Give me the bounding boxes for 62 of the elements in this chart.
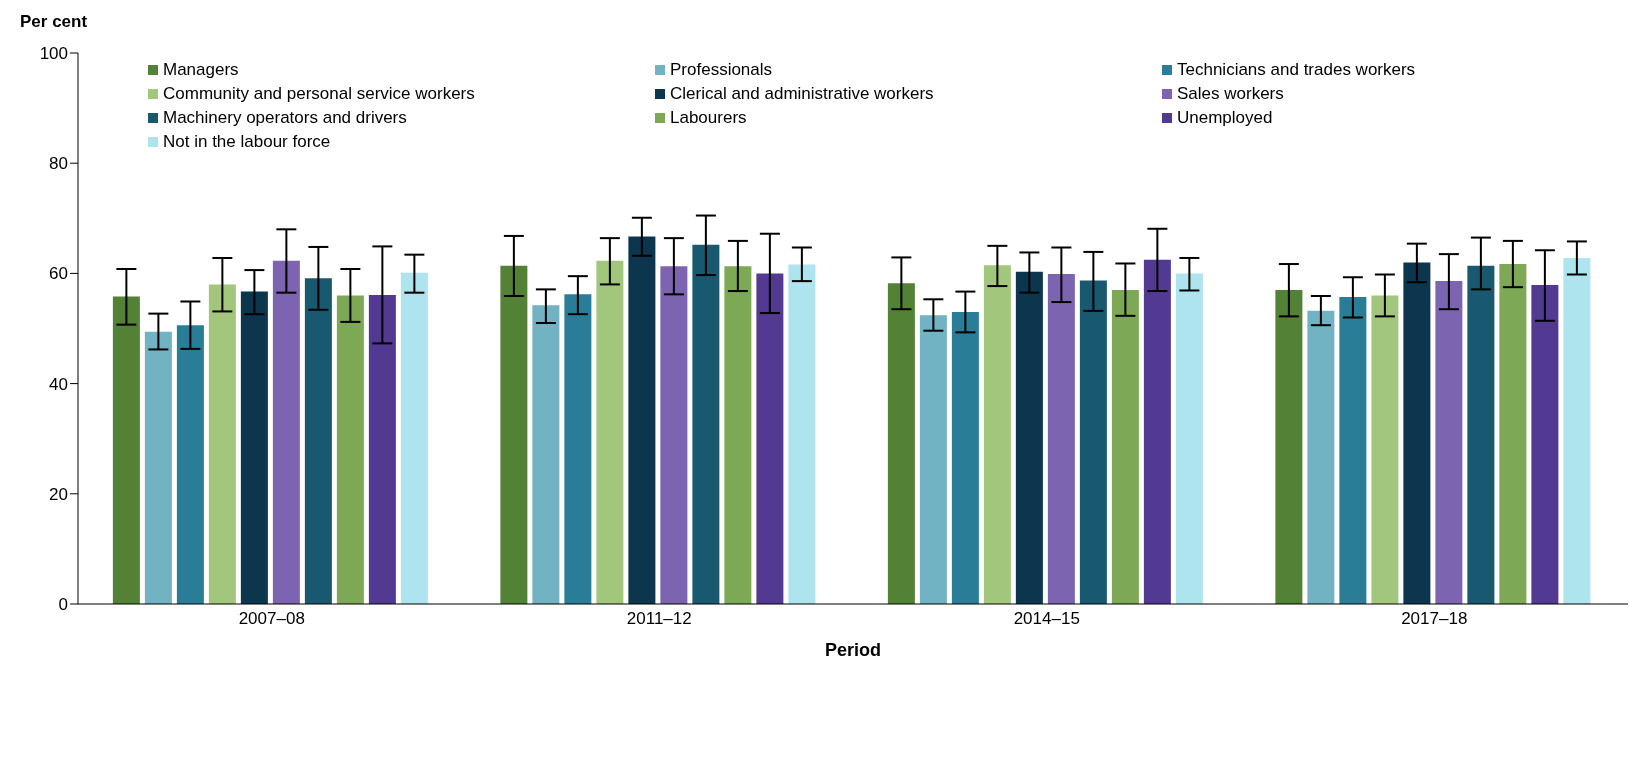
bar — [368, 294, 396, 604]
bar — [1275, 289, 1303, 604]
bar — [1499, 264, 1527, 604]
bar — [724, 266, 752, 604]
bar — [1435, 281, 1463, 604]
bar — [400, 272, 428, 604]
bar — [692, 244, 720, 604]
bar — [1467, 265, 1495, 604]
legend-label: Not in the labour force — [163, 132, 331, 152]
bar — [1531, 284, 1559, 604]
y-axis-title: Per cent — [20, 12, 88, 32]
bar — [336, 295, 364, 604]
legend-label: Technicians and trades workers — [1177, 60, 1416, 80]
bar — [1111, 289, 1139, 604]
legend-label: Labourers — [670, 108, 747, 128]
bar — [176, 325, 204, 604]
bar — [1175, 273, 1203, 604]
bar — [887, 283, 915, 604]
bar — [240, 291, 268, 604]
x-tick-label: 2017–18 — [1401, 609, 1468, 629]
x-axis-title: Period — [824, 640, 882, 660]
bar — [1047, 273, 1075, 604]
bar — [1563, 257, 1591, 604]
bar — [983, 265, 1011, 604]
bar — [500, 265, 528, 604]
legend-label: Unemployed — [1177, 108, 1273, 128]
bar — [660, 266, 688, 604]
bar — [919, 315, 947, 604]
bar — [1143, 259, 1171, 604]
y-tick-label: 80 — [49, 154, 68, 174]
legend-label: Managers — [163, 60, 239, 80]
bar — [628, 236, 656, 604]
bar — [144, 331, 172, 604]
y-tick-label: 0 — [58, 595, 68, 615]
bar — [208, 284, 236, 604]
legend-label: Professionals — [670, 60, 773, 80]
bar — [1371, 295, 1399, 604]
bar — [756, 273, 784, 604]
bar — [596, 260, 624, 604]
legend-label: Sales workers — [1177, 84, 1284, 104]
bar — [1015, 271, 1043, 604]
bar — [951, 311, 979, 604]
y-tick-label: 60 — [49, 264, 68, 284]
bar — [1079, 280, 1107, 604]
legend-label: Community and personal service workers — [163, 84, 475, 104]
y-tick-label: 20 — [49, 484, 68, 504]
bar — [1307, 310, 1335, 604]
x-tick-label: 2011–12 — [626, 609, 692, 629]
y-tick-label: 100 — [39, 44, 68, 64]
bar — [1339, 297, 1367, 604]
bar — [304, 278, 332, 604]
bar — [272, 260, 300, 604]
bar — [788, 264, 816, 604]
bar — [532, 305, 560, 604]
x-tick-label: 2014–15 — [1013, 609, 1080, 629]
bar — [112, 296, 140, 604]
x-tick-label: 2007–08 — [238, 609, 305, 629]
legend-label: Clerical and administrative workers — [670, 84, 934, 104]
y-tick-label: 40 — [49, 374, 68, 394]
bar — [564, 294, 592, 604]
legend-label: Machinery operators and drivers — [163, 108, 407, 128]
bar — [1403, 262, 1431, 604]
